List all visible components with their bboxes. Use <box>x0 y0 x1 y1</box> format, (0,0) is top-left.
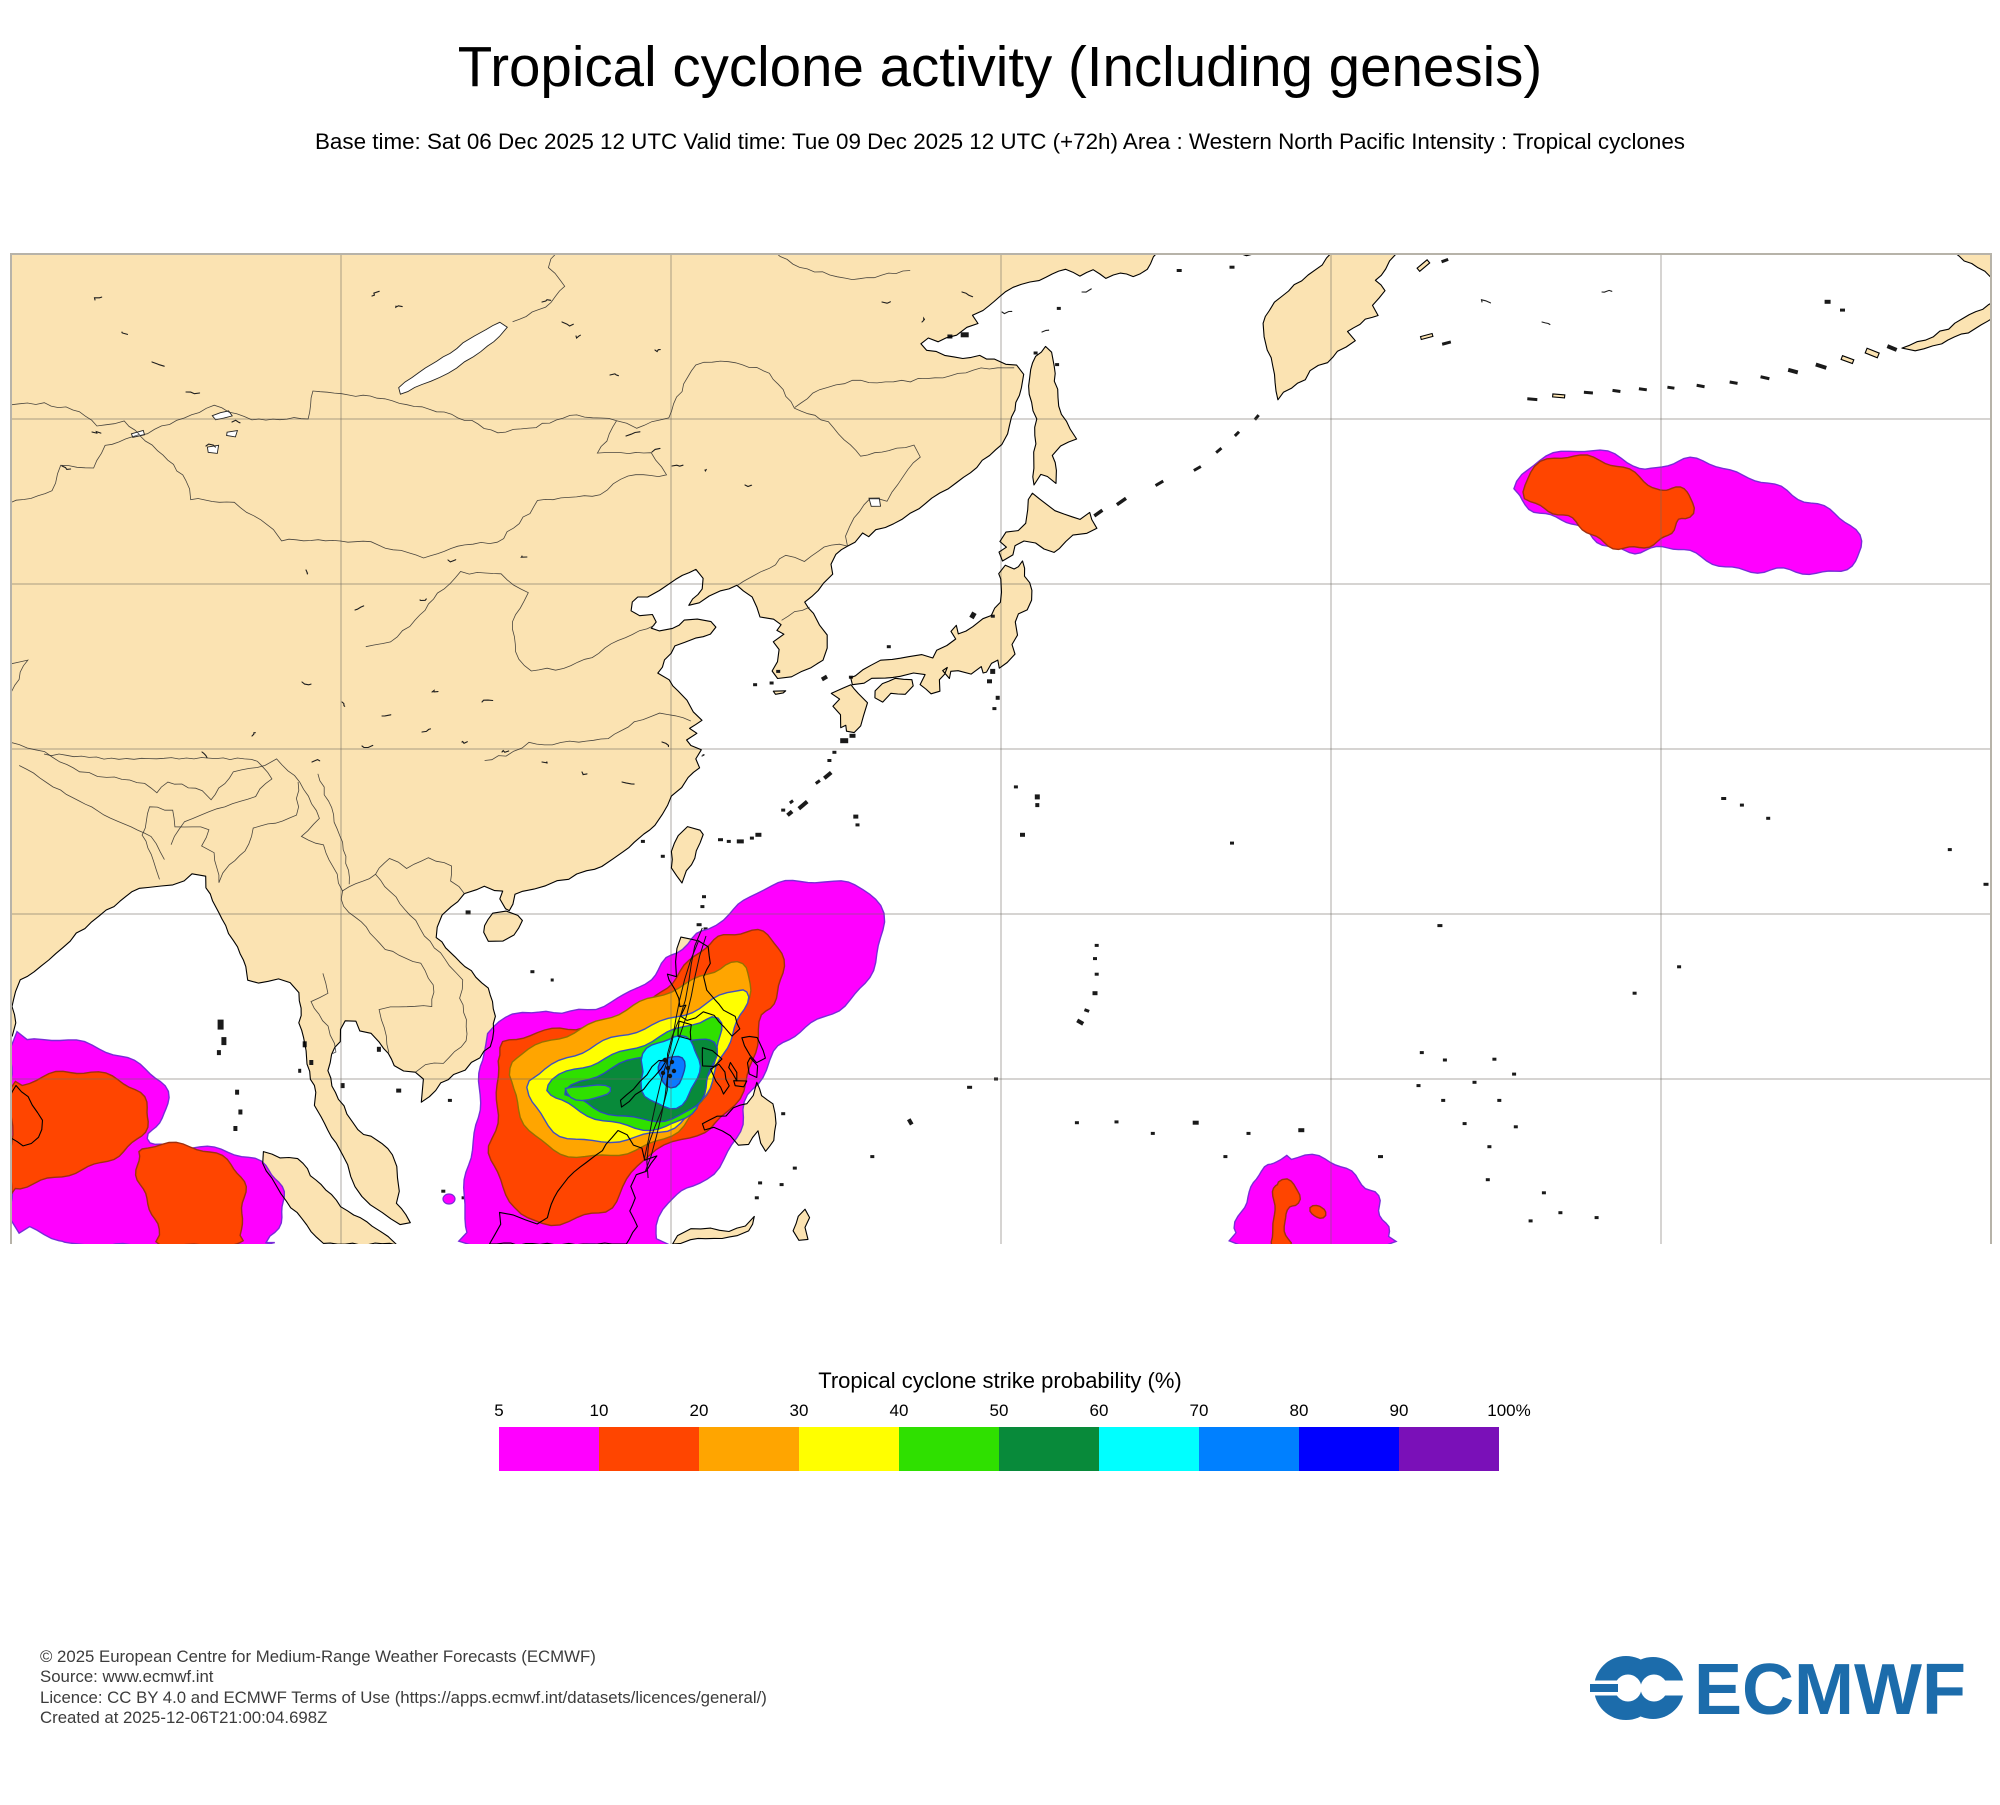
svg-text:ECMWF: ECMWF <box>1694 1650 1966 1730</box>
